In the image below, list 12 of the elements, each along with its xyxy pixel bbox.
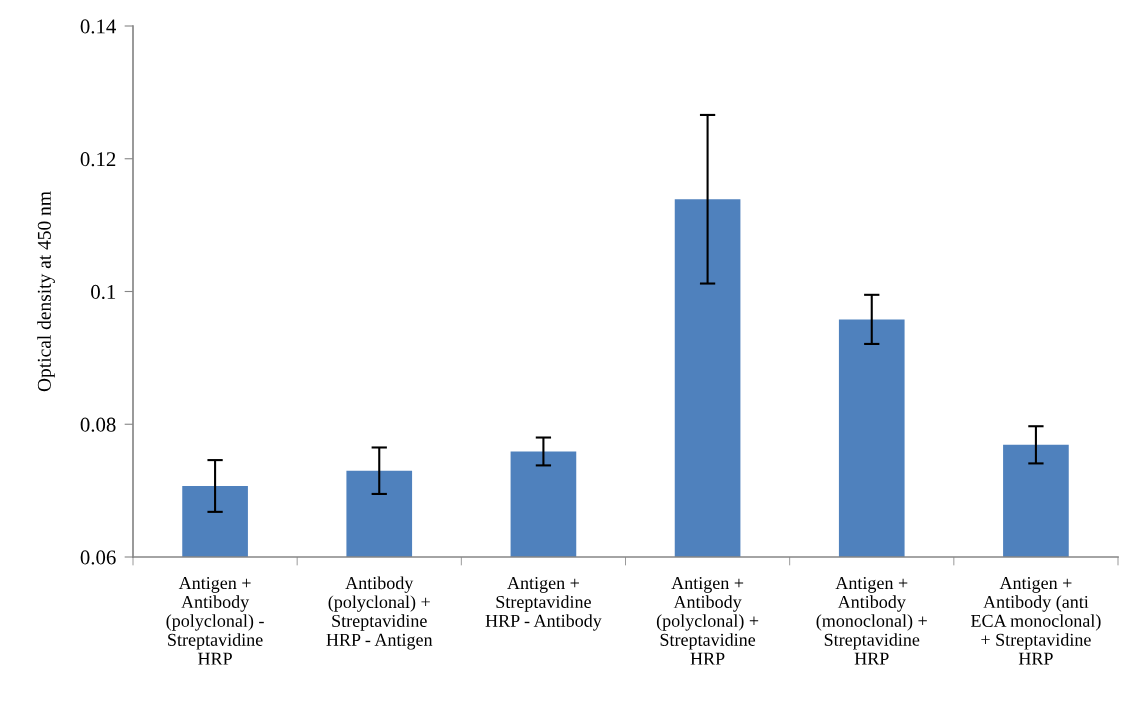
y-tick-label: 0.06	[80, 550, 116, 565]
x-tick-label: Antigen + Antibody (anti ECA monoclonal) + Streptavidine HRP	[970, 576, 1101, 665]
x-tick-label: Antigen + Antibody (monoclonal) + Streptavidine HRP	[816, 576, 927, 665]
y-tick-label: 0.12	[80, 152, 116, 167]
x-tick-label: Antigen + Streptavidine HRP - Antibody	[485, 576, 602, 631]
y-tick-label: 0.08	[80, 417, 116, 432]
x-tick-label: Antibody (polyclonal) + Streptavidine HRP - Antigen	[326, 576, 433, 650]
y-tick-label: 0.14	[80, 19, 117, 34]
x-tick-label: Antigen + Antibody (polyclonal) + Streptavidine HRP	[656, 576, 759, 665]
x-tick-label: Antigen + Antibody (polyclonal) - Streptavidine HRP	[166, 576, 264, 665]
y-axis-title: Optical density at 450 nm	[37, 191, 55, 392]
y-tick-label: 0.1	[91, 284, 116, 300]
